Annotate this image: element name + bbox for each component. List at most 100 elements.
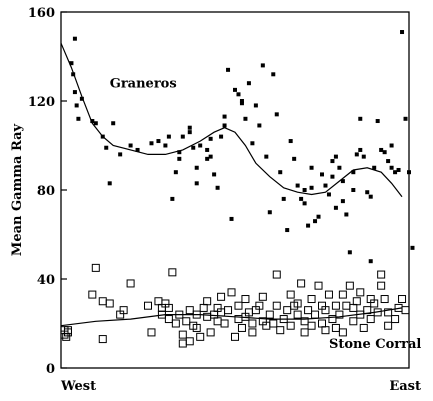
point-graneros: [177, 156, 182, 161]
point-graneros: [386, 159, 391, 164]
series-annotation: Graneros: [110, 77, 177, 92]
point-stone-corral: [377, 281, 386, 290]
annotations: Graneros Stone Corral: [110, 77, 422, 352]
point-graneros: [379, 147, 384, 152]
point-stone-corral: [349, 317, 358, 326]
point-stone-corral: [62, 332, 71, 341]
point-stone-corral: [248, 328, 257, 337]
point-stone-corral: [352, 297, 361, 306]
point-stone-corral: [182, 317, 191, 326]
point-graneros: [222, 123, 227, 128]
point-stone-corral: [370, 299, 379, 308]
point-stone-corral: [311, 310, 320, 319]
point-graneros: [72, 36, 77, 41]
point-graneros: [191, 145, 196, 150]
point-graneros: [278, 170, 283, 175]
point-stone-corral: [63, 326, 72, 335]
point-graneros: [246, 81, 251, 86]
point-graneros: [330, 174, 335, 179]
point-stone-corral: [196, 332, 205, 341]
y-tick-label: 40: [37, 273, 55, 288]
point-stone-corral: [98, 297, 107, 306]
point-graneros: [393, 170, 398, 175]
point-stone-corral: [391, 315, 400, 324]
point-stone-corral: [269, 319, 278, 328]
point-stone-corral: [380, 295, 389, 304]
point-graneros: [107, 181, 112, 186]
point-stone-corral: [237, 323, 246, 332]
point-graneros: [187, 125, 192, 130]
point-graneros: [337, 165, 342, 170]
point-stone-corral: [286, 290, 295, 299]
point-graneros: [309, 165, 314, 170]
point-stone-corral: [119, 306, 128, 315]
point-stone-corral: [147, 328, 156, 337]
y-axis-ticks: 0 40 80 120 160: [28, 6, 67, 377]
series-annotation: Stone Corral: [329, 337, 421, 352]
point-graneros: [208, 136, 213, 141]
point-graneros: [194, 165, 199, 170]
point-graneros: [340, 199, 345, 204]
point-stone-corral: [265, 310, 274, 319]
point-graneros: [163, 143, 168, 148]
point-stone-corral: [377, 270, 386, 279]
point-graneros: [93, 121, 98, 126]
point-graneros: [69, 61, 74, 66]
point-graneros: [267, 210, 272, 215]
point-graneros: [215, 185, 220, 190]
point-graneros: [313, 219, 318, 224]
point-graneros: [347, 250, 352, 255]
point-graneros: [173, 170, 178, 175]
point-graneros: [79, 96, 84, 101]
point-stone-corral: [373, 308, 382, 317]
x-axis-ticks: West East: [60, 379, 421, 394]
point-stone-corral: [279, 315, 288, 324]
point-graneros: [323, 183, 328, 188]
point-graneros: [100, 134, 105, 139]
point-stone-corral: [217, 292, 226, 301]
point-graneros: [368, 259, 373, 264]
point-graneros: [400, 30, 405, 35]
point-stone-corral: [297, 279, 306, 288]
point-graneros: [208, 154, 213, 159]
point-stone-corral: [286, 321, 295, 330]
point-stone-corral: [178, 339, 187, 348]
x-tick-label: East: [389, 379, 421, 394]
point-stone-corral: [293, 310, 302, 319]
point-graneros: [333, 205, 338, 210]
y-tick-label: 120: [28, 95, 55, 110]
point-graneros: [104, 145, 109, 150]
point-graneros: [194, 181, 199, 186]
point-stone-corral: [338, 290, 347, 299]
point-stone-corral: [359, 323, 368, 332]
point-graneros: [407, 170, 411, 175]
point-graneros: [302, 188, 307, 192]
point-graneros: [365, 190, 370, 195]
point-stone-corral: [164, 315, 173, 324]
point-stone-corral: [185, 337, 194, 346]
point-graneros: [295, 183, 300, 188]
point-graneros: [166, 134, 171, 139]
point-stone-corral: [234, 301, 243, 310]
point-stone-corral: [318, 319, 326, 328]
point-stone-corral: [363, 306, 372, 315]
point-graneros: [212, 172, 217, 177]
point-stone-corral: [304, 306, 313, 315]
point-stone-corral: [231, 332, 239, 341]
point-stone-corral: [401, 306, 410, 315]
y-tick-label: 160: [28, 6, 55, 21]
point-stone-corral: [272, 270, 281, 279]
point-graneros: [292, 156, 297, 161]
point-stone-corral: [248, 319, 257, 328]
point-graneros: [170, 196, 175, 201]
point-stone-corral: [258, 292, 267, 301]
point-stone-corral: [293, 299, 302, 308]
point-stone-corral: [321, 306, 330, 315]
point-stone-corral: [321, 326, 330, 335]
point-graneros: [299, 196, 304, 201]
point-stone-corral: [168, 268, 177, 277]
point-stone-corral: [91, 263, 100, 272]
point-stone-corral: [210, 310, 219, 319]
point-stone-corral: [185, 306, 194, 315]
point-graneros: [274, 112, 279, 117]
